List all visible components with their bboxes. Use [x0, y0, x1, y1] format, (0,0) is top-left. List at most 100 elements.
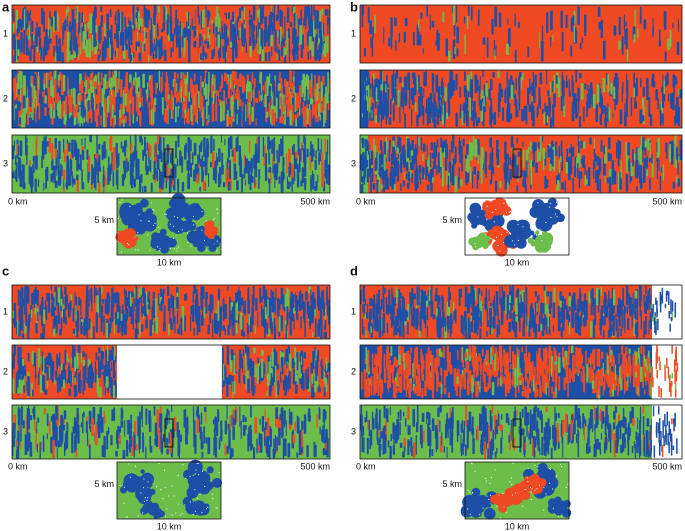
streak [47, 386, 50, 395]
streak [76, 352, 79, 369]
streak [186, 21, 188, 37]
streak [243, 167, 246, 179]
streak [63, 169, 66, 180]
scale-end: 500 km [652, 196, 682, 206]
streak [21, 298, 25, 307]
streak [150, 11, 153, 19]
blob [214, 235, 220, 240]
streak [314, 159, 317, 171]
streak [269, 140, 272, 149]
streak [649, 113, 653, 126]
streak [452, 5, 455, 26]
streak [239, 73, 242, 87]
streak [600, 139, 603, 152]
streak [488, 88, 491, 100]
streak [170, 41, 173, 48]
streak [396, 147, 399, 154]
streak [288, 42, 290, 62]
streak [40, 44, 42, 61]
streak [264, 52, 268, 62]
streak [310, 362, 313, 374]
streak [63, 308, 66, 324]
streak [318, 153, 321, 162]
streak [379, 70, 383, 85]
streak [92, 71, 94, 84]
streak [375, 87, 378, 102]
streak [119, 32, 122, 46]
streak [278, 316, 281, 332]
streak [547, 90, 550, 97]
streak [174, 317, 176, 334]
streak [168, 324, 170, 336]
speck [165, 213, 167, 215]
streak [180, 72, 182, 80]
streak [187, 137, 191, 154]
streak [311, 102, 313, 119]
streak [309, 49, 311, 60]
streak [609, 153, 612, 161]
streak [535, 162, 538, 173]
streak [301, 108, 303, 114]
streak [105, 376, 109, 388]
streak [397, 89, 400, 108]
streak [202, 9, 205, 28]
streak [568, 147, 571, 154]
speck [169, 223, 171, 225]
streak [31, 389, 34, 397]
streak [206, 120, 209, 126]
streak [326, 36, 329, 53]
streak [529, 141, 532, 151]
streak [20, 406, 23, 426]
streak [205, 6, 207, 18]
streak [176, 83, 178, 92]
streak [159, 137, 162, 154]
streak [245, 83, 248, 100]
speck [511, 218, 513, 220]
streak [482, 70, 484, 78]
streak [153, 30, 155, 40]
blob [177, 202, 191, 215]
streak [320, 300, 323, 311]
streak [452, 158, 455, 171]
streak [293, 13, 297, 27]
streak [242, 414, 245, 423]
streak [145, 166, 149, 175]
streak [194, 91, 197, 101]
streak [476, 79, 479, 92]
streak [115, 80, 117, 97]
streak [78, 46, 80, 60]
streak [231, 448, 234, 457]
streak [117, 78, 119, 91]
speck [497, 245, 499, 247]
streak [522, 141, 524, 148]
speck [137, 249, 139, 251]
streak [120, 80, 123, 97]
streak [430, 142, 433, 151]
streak [446, 112, 448, 120]
streak [104, 385, 106, 397]
streak [546, 115, 549, 124]
streak [94, 115, 96, 121]
streak [466, 144, 469, 155]
streak [167, 33, 170, 42]
streak [31, 20, 34, 32]
streak [439, 111, 441, 119]
streak [82, 31, 86, 50]
streak [129, 47, 131, 63]
streak [304, 177, 307, 186]
streak [437, 86, 441, 101]
streak [561, 182, 564, 190]
streak [101, 298, 104, 304]
streak [13, 14, 15, 20]
streak [548, 97, 551, 117]
streak [405, 89, 408, 103]
streak [72, 139, 74, 158]
streak [258, 112, 261, 118]
streak [109, 32, 113, 45]
streak [551, 149, 554, 167]
speck [187, 232, 188, 234]
streak [220, 101, 223, 122]
streak [26, 77, 28, 98]
streak [133, 24, 136, 31]
streak [239, 27, 241, 39]
